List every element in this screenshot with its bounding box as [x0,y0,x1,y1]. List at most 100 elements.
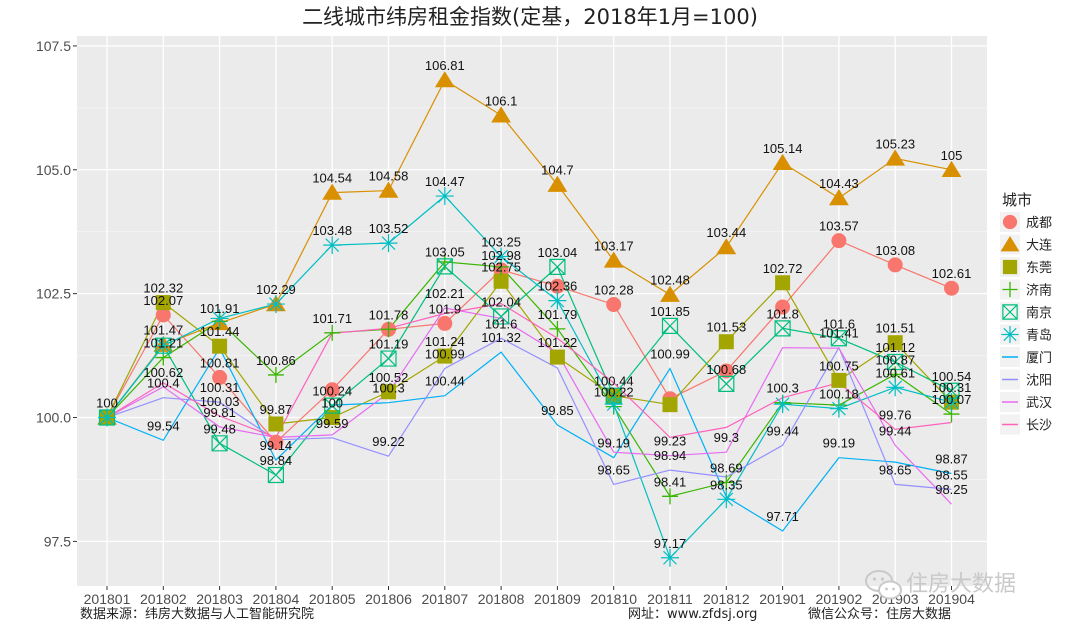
data-point [887,257,903,273]
data-point [775,299,791,315]
data-label: 97.71 [766,509,799,524]
data-label: 101.47 [143,323,183,338]
legend-title: 城市 [1002,191,1032,209]
legend-symbol [1002,281,1018,298]
data-point [493,273,509,289]
data-point [662,397,678,413]
data-label: 103.04 [538,245,578,260]
data-label: 100.75 [819,358,859,373]
x-tick-label: 201803 [196,591,243,607]
data-point [493,308,510,325]
data-label: 98.87 [935,452,968,467]
data-point [944,280,959,296]
x-tick-label: 201808 [478,591,525,607]
series-lines [106,79,952,559]
data-label: 100.3 [766,381,799,396]
data-point [718,334,734,350]
x-tick-label: 201904 [928,591,975,607]
data-label: 101.12 [875,340,915,355]
data-point [322,183,343,200]
data-point [603,251,624,268]
data-label: 100 [96,396,118,411]
data-label: 99.3 [714,430,739,445]
x-tick-label: 201812 [703,591,750,607]
data-label: 100.24 [312,384,352,399]
data-point [661,317,679,334]
watermark: 住房大数据 [865,570,1016,600]
legend-item-label: 沈阳 [1026,374,1052,389]
data-label: 102.04 [481,294,521,309]
data-label: 106.81 [425,58,465,73]
data-label: 102.07 [143,293,183,308]
data-label: 100.81 [200,355,240,370]
x-tick-label: 201811 [647,591,693,607]
x-tick-label: 201902 [816,591,863,607]
data-point [718,375,735,392]
legend-item-label: 厦门 [1026,351,1052,366]
data-label: 100.3 [372,381,405,396]
data-label: 98.94 [654,448,687,463]
data-point [378,181,399,198]
data-point [662,488,678,505]
data-label: 99.87 [260,402,293,417]
y-tick-label: 107.5 [36,38,71,54]
x-tick-label: 201807 [421,591,468,607]
data-label: 99.85 [541,403,574,418]
data-label: 101.41 [819,326,859,341]
data-label: 101.32 [481,330,521,345]
legend-item-label: 南京 [1026,305,1052,321]
data-label: 101.24 [425,334,465,349]
data-point [266,295,285,314]
data-point [437,315,453,331]
data-label: 99.14 [260,438,293,453]
data-point [885,149,906,166]
data-label: 101.91 [200,301,240,316]
data-point [829,189,849,206]
data-label: 98.65 [597,462,630,477]
data-label: 100.99 [425,346,465,361]
data-label: 105 [941,148,963,163]
data-label: 99.81 [203,405,236,420]
data-label: 98.25 [935,482,968,497]
x-tick-label: 201804 [253,591,300,607]
data-label: 100.31 [200,380,240,395]
data-label: 104.47 [425,174,465,189]
data-point [437,348,453,364]
data-label: 103.57 [819,219,859,234]
data-label: 100.52 [369,370,409,385]
data-label: 101.71 [312,311,352,326]
x-tick-label: 201802 [140,591,187,607]
data-label: 100.44 [594,374,634,389]
data-label: 99.76 [879,407,912,422]
series-line [106,346,952,532]
data-label: 103.17 [594,238,634,253]
legend-item-label: 成都 [1026,216,1052,231]
legend-item-label: 济南 [1026,283,1052,299]
series-line [106,265,952,476]
data-point [324,382,340,398]
data-label: 99.44 [879,423,912,438]
data-point [379,234,398,253]
data-point [660,285,680,302]
data-label: 102.61 [932,266,972,281]
data-point [661,548,679,567]
data-label: 98.84 [260,453,293,468]
data-point [548,291,567,310]
data-point [492,247,511,266]
data-label: 103.05 [425,244,465,259]
series-line [106,280,952,425]
data-point [604,395,623,414]
x-tick-label: 201801 [84,591,131,607]
data-label: 100.54 [932,369,972,384]
legend-item-label: 长沙 [1026,419,1052,434]
data-label: 104.7 [541,163,574,178]
data-label: 100.18 [819,387,859,402]
data-label: 101.51 [875,321,915,336]
legend-item-label: 大连 [1026,238,1052,254]
data-point [380,350,397,367]
data-point [716,238,737,255]
data-point [943,382,960,399]
data-label: 100.61 [875,365,915,380]
data-point [434,71,455,88]
